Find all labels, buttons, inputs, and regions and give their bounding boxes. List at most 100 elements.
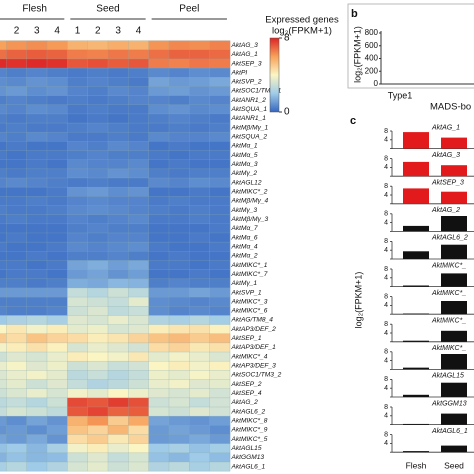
heatmap-cell [26, 205, 48, 215]
heatmap-cell [67, 205, 88, 215]
bar [403, 285, 429, 287]
colorbar-label: log₂(FPKM+1) [272, 26, 332, 37]
heatmap-cell [0, 242, 7, 252]
heatmap-cell [26, 113, 48, 124]
heatmap-cell [6, 452, 27, 463]
heatmap-cell [168, 342, 190, 353]
heatmap-cell [189, 205, 210, 215]
heatmap-cell [107, 123, 129, 133]
heatmap-cell [148, 352, 170, 362]
heatmap-cell [128, 159, 149, 170]
heatmap-cell [148, 315, 170, 325]
heatmap-cell [148, 86, 170, 96]
heatmap-cell [67, 452, 88, 463]
y-tick-label: 4 [384, 302, 388, 309]
heatmap-cell [107, 187, 129, 197]
row-label: AktMIKC*_8 [230, 417, 267, 424]
heatmap-cell [209, 150, 231, 160]
y-tick-label: 4 [384, 164, 388, 171]
heatmap-cell [168, 260, 190, 270]
heatmap-cell [46, 416, 68, 426]
heatmap-cell [0, 40, 7, 51]
heatmap-cell [148, 443, 170, 454]
heatmap-cell [168, 407, 190, 417]
heatmap-cell [209, 306, 231, 316]
heatmap-cell [148, 205, 170, 215]
heatmap-cell [128, 269, 149, 280]
y-tick-label: 8 [384, 211, 388, 218]
heatmap-cell [87, 260, 109, 270]
heatmap-cell [26, 443, 48, 454]
heatmap-cell [87, 397, 109, 408]
heatmap-cell [0, 251, 7, 261]
heatmap-cell [26, 297, 48, 307]
heatmap-cell [107, 150, 129, 160]
heatmap-cell [26, 407, 48, 417]
heatmap-cell [107, 443, 129, 454]
heatmap-cell [46, 461, 68, 472]
heatmap-cell [189, 159, 210, 170]
row-label: AktSEP_1 [230, 335, 261, 342]
heatmap-cell [67, 287, 88, 298]
heatmap-cell [189, 86, 210, 96]
heatmap-cell [128, 196, 149, 206]
y-tick-label: 8 [384, 266, 388, 273]
row-label: AktAP3/DEF_3 [230, 363, 276, 370]
heatmap-cell [6, 104, 27, 115]
colorbar-tick-label: 8 [284, 33, 290, 44]
heatmap-cell [209, 77, 231, 87]
heatmap-cell [87, 104, 109, 115]
heatmap-cell [189, 178, 210, 188]
heatmap-cell [107, 68, 129, 78]
heatmap-cell [107, 434, 129, 444]
heatmap-cell [209, 178, 231, 188]
heatmap-cell [168, 178, 190, 188]
heatmap-cell [26, 342, 48, 353]
heatmap-cell [189, 260, 210, 270]
heatmap-cell [6, 461, 27, 472]
y-tick-label: 8 [384, 431, 388, 438]
heatmap-cell [6, 260, 27, 270]
heatmap-cell [26, 425, 48, 435]
bar [441, 445, 467, 453]
heatmap-cell [128, 297, 149, 307]
panel-name: AktAG_2 [431, 207, 460, 214]
heatmap-cell [6, 95, 27, 106]
heatmap-cell [209, 407, 231, 417]
heatmap-cell [0, 132, 7, 142]
heatmap-cell [107, 361, 129, 371]
row-label: AktAGL6_2 [230, 408, 265, 415]
heatmap-cell [46, 269, 68, 280]
heatmap-cell [189, 425, 210, 435]
heatmap-cell [0, 297, 7, 307]
heatmap-cell [168, 388, 190, 399]
heatmap-cell [6, 397, 27, 408]
heatmap-cell [6, 434, 27, 444]
heatmap-cell [87, 416, 109, 426]
heatmap-cell [189, 443, 210, 454]
heatmap-cell [87, 178, 109, 188]
row-label: AktMIKC*_1 [230, 262, 267, 269]
heatmap-cell [26, 379, 48, 389]
heatmap-cell [168, 223, 190, 234]
heatmap-cell [189, 352, 210, 362]
bar [403, 132, 429, 149]
heatmap-cell [148, 287, 170, 298]
bar [403, 251, 429, 259]
heatmap-cell [148, 232, 170, 243]
y-tick-label: 4 [384, 219, 388, 226]
heatmap-cell [168, 452, 190, 463]
heatmap-cell [107, 352, 129, 362]
colorbar [269, 37, 280, 113]
heatmap-cell [46, 425, 68, 435]
heatmap-cell [26, 141, 48, 151]
heatmap-cell [128, 416, 149, 426]
heatmap-cell [26, 214, 48, 225]
heatmap-cell [148, 251, 170, 261]
heatmap-cell [209, 416, 231, 426]
row-label: AktAGL6_1 [230, 463, 265, 470]
heatmap-cell [46, 95, 68, 106]
heatmap-cell [0, 416, 7, 426]
heatmap-cell [148, 178, 170, 188]
heatmap-cell [6, 425, 27, 435]
